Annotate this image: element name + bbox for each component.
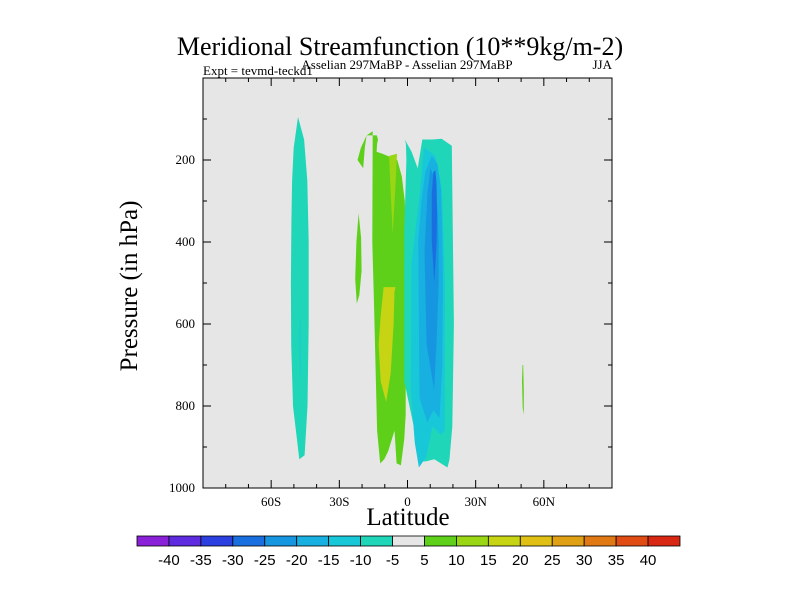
x-tick-label: 30S xyxy=(329,494,349,509)
y-tick-label: 200 xyxy=(176,152,196,167)
comparison-label: Asselian 297MaBP - Asselian 297MaBP xyxy=(301,57,512,72)
contour-region-equatorial-positive-core-15 xyxy=(378,287,396,402)
colorbar-swatch xyxy=(360,535,393,547)
contour-region-isolated-positive-patch xyxy=(355,213,362,304)
colorbar-label: -5 xyxy=(386,552,399,569)
colorbar-label: -30 xyxy=(222,552,244,569)
colorbar-label: -40 xyxy=(158,552,180,569)
contour-region-sh-inner-negative-line xyxy=(299,315,301,386)
colorbar-label: -25 xyxy=(254,552,276,569)
x-tick-label: 0 xyxy=(404,494,411,509)
colorbar-label: 25 xyxy=(544,552,561,569)
colorbar-label: 30 xyxy=(576,552,593,569)
colorbar-swatch xyxy=(264,535,298,547)
colorbar-swatch xyxy=(647,535,681,547)
colorbar-swatch xyxy=(583,535,617,547)
colorbar-swatch xyxy=(296,535,330,547)
axis-ticks: 60S 30S 0 30N 60N 200 400 600 800 1000 xyxy=(169,78,612,509)
colorbar-swatch xyxy=(168,535,202,547)
contour-region-northern-negative-core-25 xyxy=(431,170,437,283)
colorbar-swatch xyxy=(328,535,361,547)
y-axis-title: Pressure (in hPa) xyxy=(116,201,143,372)
colorbar-swatch xyxy=(456,535,489,547)
colorbar-swatch xyxy=(519,535,553,547)
y-tick-label: 600 xyxy=(176,316,196,331)
colorbar-swatch xyxy=(424,535,457,547)
experiment-label: Expt = tevmd-teckd1 xyxy=(203,63,313,78)
colorbar-swatch xyxy=(136,535,170,547)
colorbar-label: 5 xyxy=(420,552,428,569)
colorbar-swatch xyxy=(392,535,425,547)
y-tick-label: 400 xyxy=(176,234,196,249)
colorbar-label: -10 xyxy=(350,552,372,569)
contour-region-southern-hemisphere-cell xyxy=(290,117,309,460)
x-tick-label: 60S xyxy=(261,494,281,509)
colorbar-swatch xyxy=(487,535,521,547)
x-tick-label: 60N xyxy=(533,494,556,509)
y-tick-label: 1000 xyxy=(169,480,195,495)
contour-region-equatorial-positive-core-10-upper xyxy=(389,153,397,234)
colorbar-label: 15 xyxy=(480,552,497,569)
colorbar-label: 35 xyxy=(608,552,625,569)
contour-region-midlatitude-positive-patch xyxy=(522,365,524,415)
contour-fills xyxy=(290,117,524,468)
x-tick-label: 30N xyxy=(464,494,487,509)
colorbar-label: 10 xyxy=(448,552,465,569)
colorbar-swatch xyxy=(232,535,266,547)
colorbar-swatch xyxy=(551,535,585,547)
colorbar-swatch xyxy=(200,535,234,547)
contour-plot: 60S 30S 0 30N 60N 200 400 600 800 1000 xyxy=(169,77,613,509)
colorbar-label: -35 xyxy=(190,552,212,569)
chart-title: Meridional Streamfunction (10**9kg/m-2) xyxy=(177,32,623,61)
colorbar-label: -15 xyxy=(318,552,340,569)
contour-region-equatorial-positive-cell xyxy=(357,131,407,466)
colorbar-label: -20 xyxy=(286,552,308,569)
season-label: JJA xyxy=(592,57,612,72)
x-axis-title: Latitude xyxy=(366,504,449,531)
colorbar: -40 -35 -30 -25 -20 -15 -10 -5 5 10 15 20 25 30 35 40 xyxy=(136,535,681,569)
colorbar-label: 20 xyxy=(512,552,529,569)
colorbar-label: 40 xyxy=(640,552,657,569)
y-tick-label: 800 xyxy=(176,398,196,413)
colorbar-swatch xyxy=(615,535,649,547)
